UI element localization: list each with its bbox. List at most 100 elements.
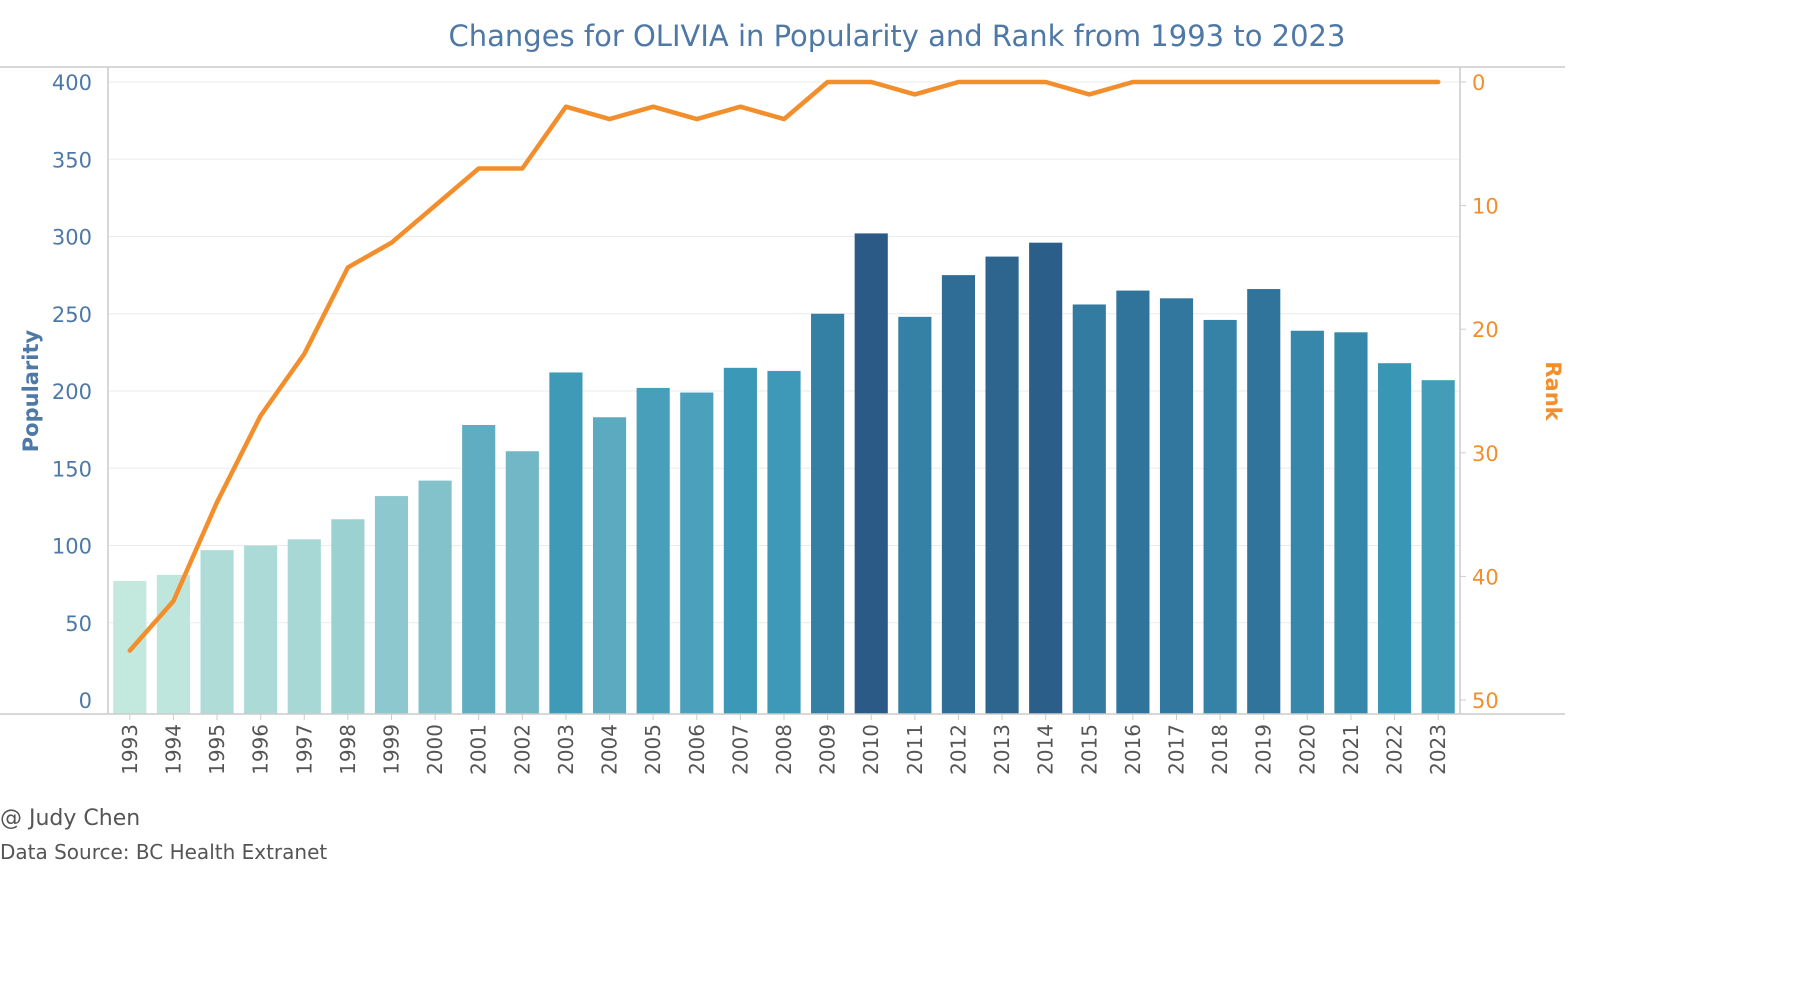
rank-point-2005 xyxy=(652,106,654,108)
bar-2005 xyxy=(636,387,670,714)
x-tick-label-1996: 1996 xyxy=(249,724,273,775)
x-tick-label-2008: 2008 xyxy=(772,724,796,775)
x-tick-label-2011: 2011 xyxy=(903,724,927,775)
rank-point-2003 xyxy=(565,106,567,108)
bar-2010 xyxy=(854,233,888,714)
axes: 0 50 100 150 200 250 300 350 400 0 10 20 30 40 50 1993 1… xyxy=(0,66,1565,775)
bar-2002 xyxy=(505,451,539,714)
rank-point-1997 xyxy=(303,353,305,355)
y-tick-label: 350 xyxy=(52,148,92,172)
bar-2007 xyxy=(723,367,757,714)
rank-point-2001 xyxy=(478,168,480,170)
rank-point-1994 xyxy=(172,600,174,602)
rank-point-2012 xyxy=(957,81,959,83)
rank-point-1995 xyxy=(216,501,218,503)
rank-point-2019 xyxy=(1263,81,1265,83)
y-axis-label-popularity: Popularity xyxy=(19,329,43,452)
x-tick-label-2016: 2016 xyxy=(1121,724,1145,775)
x-tick-label-2022: 2022 xyxy=(1383,724,1407,775)
x-tick-label-2021: 2021 xyxy=(1339,724,1363,775)
rank-point-2002 xyxy=(521,168,523,170)
x-tick-label-2007: 2007 xyxy=(728,724,752,775)
rank-point-2016 xyxy=(1132,81,1134,83)
rank-point-1999 xyxy=(390,242,392,244)
rank-point-2017 xyxy=(1176,81,1178,83)
y2-tick-label: 0 xyxy=(1472,71,1485,95)
y2-tick-label: 20 xyxy=(1472,318,1499,342)
chart-title: Changes for OLIVIA in Popularity and Ran… xyxy=(449,19,1346,53)
bar-2008 xyxy=(767,370,801,714)
x-tick-label-2020: 2020 xyxy=(1295,724,1319,775)
rank-point-2004 xyxy=(609,118,611,120)
rank-point-2014 xyxy=(1045,81,1047,83)
bar-1995 xyxy=(200,550,234,714)
x-tick-label-2000: 2000 xyxy=(423,724,447,775)
rank-point-1996 xyxy=(260,415,262,417)
bar-2017 xyxy=(1159,298,1194,714)
x-tick-label-2019: 2019 xyxy=(1252,724,1276,775)
bar-1998 xyxy=(331,519,365,714)
x-tick-label-2017: 2017 xyxy=(1165,724,1189,775)
bar-2006 xyxy=(680,392,714,714)
x-tick-label-1998: 1998 xyxy=(336,724,360,775)
rank-point-2007 xyxy=(739,106,741,108)
x-tick-label-2006: 2006 xyxy=(685,724,709,775)
y2-tick-label: 30 xyxy=(1472,442,1499,466)
y-tick-label: 100 xyxy=(52,535,92,559)
y-tick-label: 50 xyxy=(65,612,92,636)
rank-point-2011 xyxy=(914,93,916,95)
bar-2014 xyxy=(1029,242,1063,714)
y-tick-label: 300 xyxy=(52,226,92,250)
x-tick-label-2004: 2004 xyxy=(598,724,622,775)
x-tick-label-2003: 2003 xyxy=(554,724,578,775)
x-tick-label-1994: 1994 xyxy=(161,724,185,775)
author-credit: @ Judy Chen xyxy=(0,806,141,831)
x-tick-label-2018: 2018 xyxy=(1208,724,1232,775)
x-tick-label-1997: 1997 xyxy=(292,724,316,775)
rank-point-2009 xyxy=(827,81,829,83)
x-tick-label-2001: 2001 xyxy=(467,724,491,775)
bar-2023 xyxy=(1421,380,1455,714)
bar-2011 xyxy=(898,316,932,714)
x-tick-label-2012: 2012 xyxy=(947,724,971,775)
y2-axis-label-rank: Rank xyxy=(1541,361,1565,421)
rank-point-2021 xyxy=(1350,81,1352,83)
x-tick-label-2010: 2010 xyxy=(859,724,883,775)
bar-2022 xyxy=(1378,363,1412,714)
rank-point-2013 xyxy=(1001,81,1003,83)
y2-tick-label: 50 xyxy=(1472,689,1499,713)
rank-point-2000 xyxy=(434,205,436,207)
y-tick-label: 250 xyxy=(52,303,92,327)
x-tick-label-2014: 2014 xyxy=(1034,724,1058,775)
rank-line-layer xyxy=(127,79,1441,653)
rank-point-2015 xyxy=(1088,93,1090,95)
y-tick-label: 200 xyxy=(52,380,92,404)
rank-point-2006 xyxy=(696,118,698,120)
x-tick-label-2013: 2013 xyxy=(990,724,1014,775)
rank-point-2018 xyxy=(1219,81,1221,83)
rank-point-2010 xyxy=(870,81,872,83)
x-tick-label-2005: 2005 xyxy=(641,724,665,775)
bar-2000 xyxy=(418,480,452,714)
y2-tick-label: 10 xyxy=(1472,195,1499,219)
y-tick-label: 0 xyxy=(79,689,92,713)
rank-point-1993 xyxy=(129,650,131,652)
rank-point-2022 xyxy=(1394,81,1396,83)
bar-2015 xyxy=(1072,304,1106,714)
rank-point-2020 xyxy=(1306,81,1308,83)
bar-2012 xyxy=(941,275,976,714)
rank-point-2023 xyxy=(1437,81,1439,83)
bar-2004 xyxy=(592,417,627,714)
rank-point-2008 xyxy=(783,118,785,120)
x-tick-label-1999: 1999 xyxy=(380,724,404,775)
y-tick-label: 400 xyxy=(52,71,92,95)
x-tick-label-2015: 2015 xyxy=(1077,724,1101,775)
bar-2018 xyxy=(1203,319,1237,714)
bar-2001 xyxy=(462,424,496,714)
data-source: Data Source: BC Health Extranet xyxy=(0,840,328,864)
bar-2016 xyxy=(1116,290,1150,714)
x-tick-label-2009: 2009 xyxy=(816,724,840,775)
x-tick-label-2023: 2023 xyxy=(1426,724,1450,775)
rank-point-1998 xyxy=(347,266,349,268)
